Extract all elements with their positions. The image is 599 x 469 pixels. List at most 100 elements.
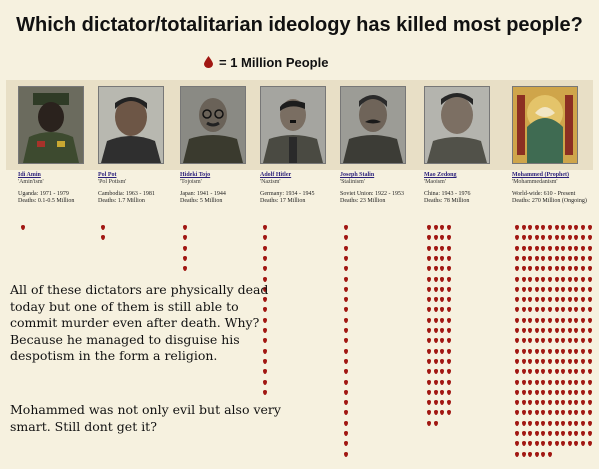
blood-drop-icon (427, 338, 431, 344)
blood-drop-icon (521, 400, 526, 406)
dictator-ideology: 'Nazism' (260, 179, 281, 185)
blood-drop-icon (446, 225, 451, 230)
blood-drop-icon (561, 307, 566, 313)
blood-drop-icon (541, 317, 546, 323)
legend-label: = 1 Million People (219, 54, 329, 70)
blood-drop-icon (521, 431, 526, 436)
blood-drop-icon (554, 307, 559, 313)
dictator-info-pol-pot: Pol Pot 'Pol Potism' Cambodia: 1963 - 19… (98, 172, 184, 205)
blood-drop-icon (427, 400, 431, 406)
blood-drop-icon (263, 348, 267, 354)
blood-drop-icon (528, 255, 533, 261)
blood-drop-icon (587, 420, 592, 426)
blood-drop-icon (561, 225, 566, 230)
blood-drop-icon (528, 358, 533, 364)
dictator-deaths: Deaths: 0.1-0.5 Million (18, 198, 75, 204)
blood-drop-icon (534, 235, 539, 241)
blood-drop-icon (528, 410, 533, 416)
blood-drop-icon (446, 317, 451, 323)
blood-drop-icon (587, 317, 592, 323)
blood-drop-icon (554, 379, 559, 385)
blood-drop-icon (587, 266, 592, 272)
blood-drop-icon (440, 369, 445, 375)
blood-drop-icon (440, 286, 445, 292)
blood-drop-icon (541, 245, 546, 251)
blood-drop-icon (101, 225, 105, 230)
blood-drop-icon (433, 276, 438, 282)
blood-drop-icon (427, 317, 431, 323)
blood-drop-icon (263, 286, 267, 292)
blood-drop-icon (344, 338, 348, 344)
blood-drop-icon (541, 225, 546, 230)
blood-drop-icon (567, 420, 572, 426)
blood-drop-icon (548, 389, 552, 395)
blood-drop-icon (440, 255, 445, 261)
blood-drop-icon (427, 358, 431, 364)
blood-drop-icon (561, 379, 566, 385)
blood-drop-icon (344, 410, 348, 416)
blood-drop-icon (574, 245, 579, 251)
blood-drop-icon (521, 328, 526, 333)
blood-drop-icon (446, 266, 451, 272)
portrait-pol-pot (98, 86, 164, 164)
blood-drop-icon (567, 358, 572, 364)
blood-drop-icon (528, 276, 533, 282)
dictator-ideology: 'Pol Potism' (98, 179, 127, 185)
blood-drop-icon (440, 317, 445, 323)
blood-drop-icon (534, 255, 539, 261)
blood-drop-icon (567, 379, 572, 385)
blood-drop-icon (581, 307, 585, 313)
blood-drop-icon (427, 255, 431, 261)
dictator-region-years: World-wide: 610 - Present (512, 191, 576, 197)
blood-drop-icon (567, 297, 572, 303)
blood-drop-icon (567, 307, 572, 313)
blood-drop-icon (587, 431, 592, 436)
blood-drop-icon (534, 451, 539, 457)
blood-drop-icon (548, 225, 552, 230)
blood-drop-icon (554, 369, 559, 375)
blood-drop-icon (427, 297, 431, 303)
blood-drop-icon (561, 369, 566, 375)
blood-drop-icon (554, 441, 559, 447)
blood-drop-icon (515, 297, 519, 303)
blood-drop-icon (548, 379, 552, 385)
blood-drop-icon (554, 410, 559, 416)
portrait-adolf-hitler (260, 86, 326, 164)
blood-drop-icon (21, 225, 25, 230)
blood-drop-icon (446, 276, 451, 282)
blood-drop-icon (567, 410, 572, 416)
blood-drop-icon (446, 235, 451, 241)
blood-drop-icon (263, 307, 267, 313)
dictator-ideology: 'Tojoism' (180, 179, 202, 185)
blood-drop-icon (554, 235, 559, 241)
blood-drop-icon (587, 358, 592, 364)
blood-drop-icon (581, 255, 585, 261)
blood-drop-icon (446, 369, 451, 375)
blood-drop-icon (534, 389, 539, 395)
blood-drop-icon (581, 266, 585, 272)
blood-drop-icon (515, 379, 519, 385)
blood-drop-icon (515, 328, 519, 333)
dictator-region-years: Germany: 1934 - 1945 (260, 191, 315, 197)
blood-drop-icon (548, 328, 552, 333)
blood-drop-icon (548, 441, 552, 447)
blood-drop-icon (548, 276, 552, 282)
blood-drop-icon (534, 286, 539, 292)
blood-drop-icon (433, 235, 438, 241)
blood-drop-icon (548, 255, 552, 261)
dictator-ideology: 'Maoism' (424, 179, 446, 185)
blood-drop-icon (581, 328, 585, 333)
blood-drop-icon (515, 255, 519, 261)
blood-drop-icon (567, 369, 572, 375)
blood-drop-icon (581, 348, 585, 354)
blood-drop-icon (554, 297, 559, 303)
blood-drop-icon (440, 400, 445, 406)
blood-drop-icon (515, 441, 519, 447)
blood-drop-icon (515, 369, 519, 375)
blood-drop-icon (440, 276, 445, 282)
blood-drop-icon (440, 266, 445, 272)
dictator-info-idi-amin: Idi Amin 'Amin'ism' Uganda: 1971 - 1979 … (18, 172, 104, 205)
blood-drop-icon (440, 328, 445, 333)
blood-drop-icon (561, 431, 566, 436)
blood-drop-icon (263, 328, 267, 333)
